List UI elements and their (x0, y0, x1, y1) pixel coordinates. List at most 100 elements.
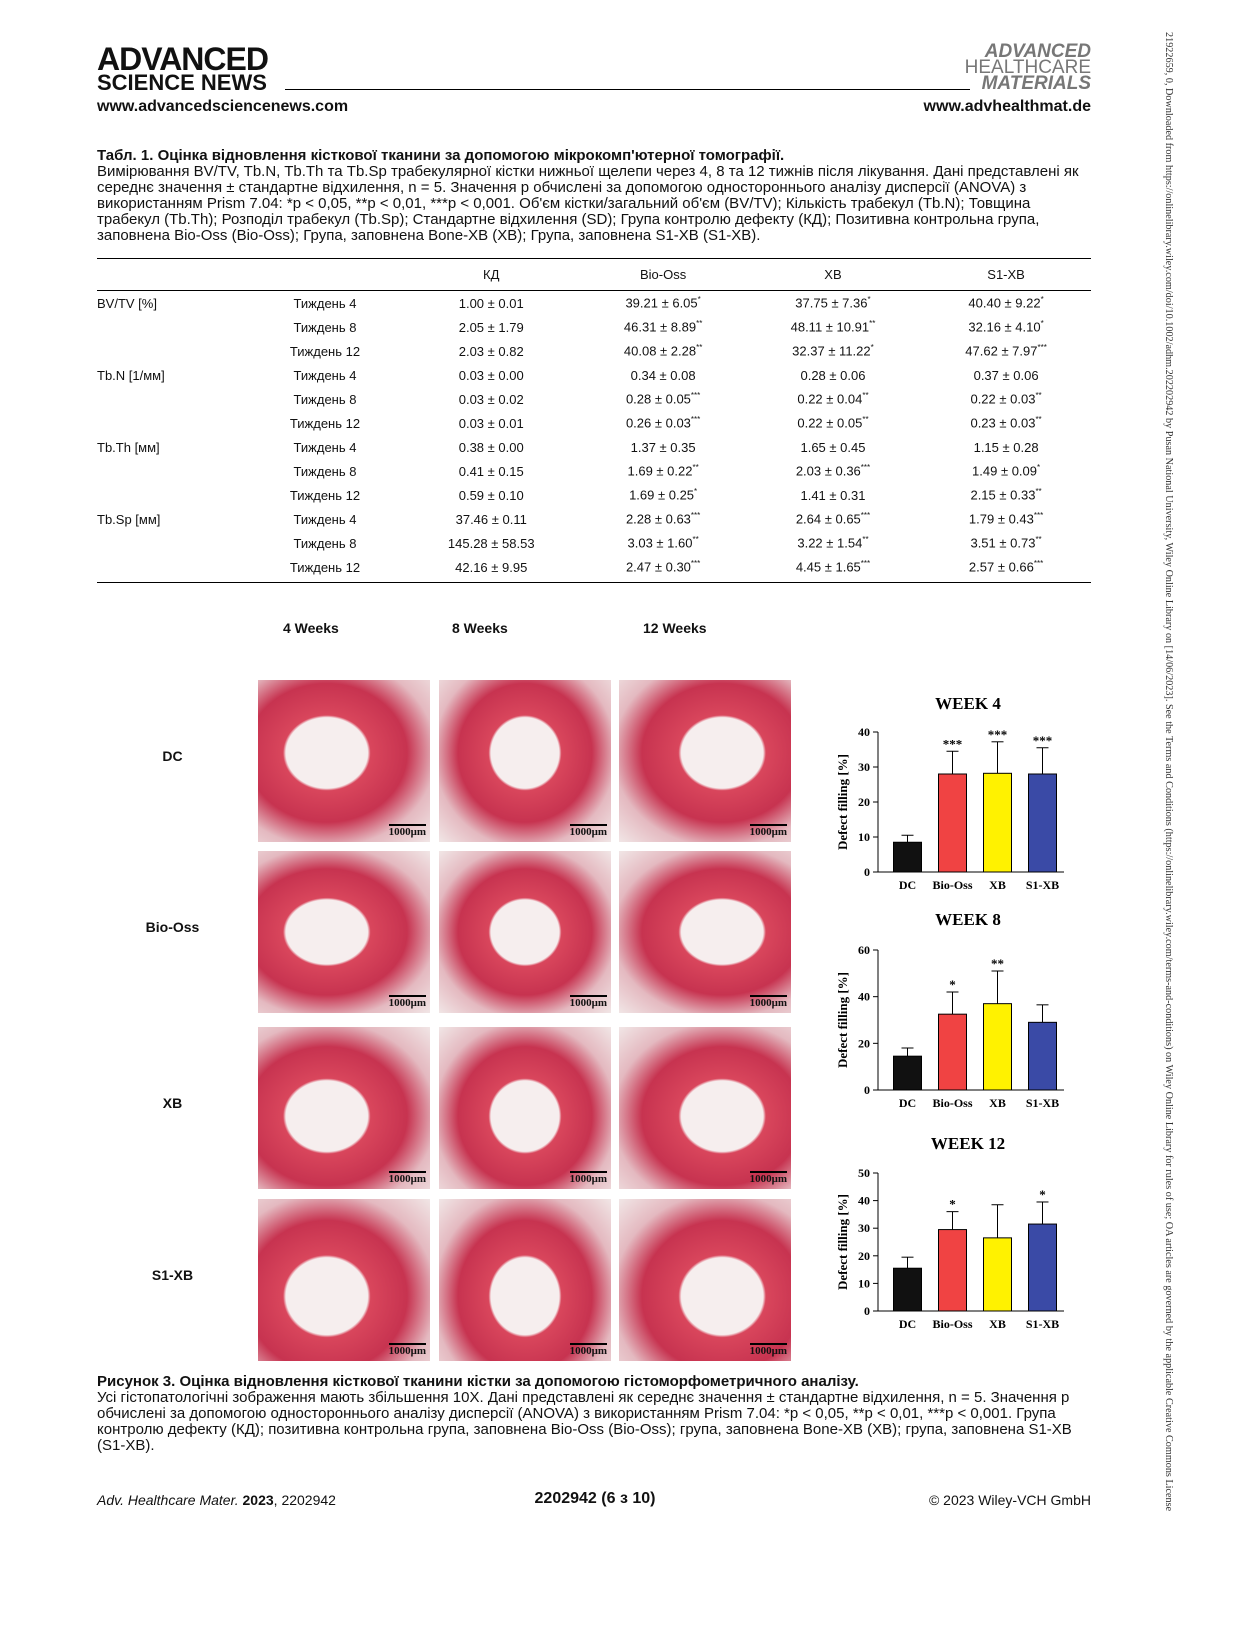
significance: ** (862, 391, 869, 401)
significance: * (949, 977, 956, 992)
cell-value: 46.31 ± 8.89 (623, 319, 697, 335)
measure: Tb.N [1/мм] (97, 367, 165, 383)
y-tick-label: 20 (858, 1036, 870, 1050)
cell: 0.03 ± 0.00 (401, 363, 581, 387)
cell: 0.22 ± 0.05** (745, 411, 921, 435)
column-label: 12 Weeks (643, 620, 707, 636)
cell: 0.26 ± 0.03*** (581, 411, 744, 435)
cell: 2.15 ± 0.33** (921, 483, 1091, 507)
cell-value: 2.64 ± 0.65 (795, 511, 861, 527)
significance: ** (696, 343, 703, 353)
cell-value: 0.22 ± 0.04 (797, 391, 863, 407)
week: Тиждень 12 (249, 555, 401, 583)
table-row: Тиждень 8 2.05 ± 1.79 46.31 ± 8.89** 48.11 … (97, 315, 1091, 339)
x-tick-label: XB (989, 878, 1006, 892)
table-row: Tb.Th [мм] Тиждень 4 0.38 ± 0.00 1.37 ± 0.3… (97, 435, 1091, 459)
significance: *** (1033, 733, 1053, 748)
cell-value: 0.03 ± 0.02 (458, 391, 524, 407)
cell: 47.62 ± 7.97*** (921, 339, 1091, 363)
row-label: DC (162, 748, 183, 764)
bar (983, 772, 1012, 873)
column-header: КД (401, 258, 582, 291)
y-tick-label: 30 (858, 760, 870, 774)
year: 2023 (242, 1492, 274, 1508)
cell: 0.23 ± 0.03** (921, 411, 1091, 435)
cell: 0.22 ± 0.04** (745, 387, 921, 411)
bar (893, 841, 922, 873)
footer-citation: Adv. Healthcare Mater. 2023, 2202942 (97, 1492, 336, 1508)
bar (938, 773, 967, 873)
cell: 2.47 ± 0.30*** (581, 555, 745, 583)
histology-image: 1000μm (439, 1199, 611, 1361)
y-tick-label: 20 (858, 1249, 870, 1263)
cell: 42.16 ± 9.95 (401, 555, 582, 583)
table-caption: Табл. 1. Оцінка відновлення кісткової тк… (97, 148, 1092, 244)
significance: * (694, 487, 698, 497)
cell: 37.46 ± 0.11 (401, 507, 581, 531)
significance: *** (1037, 343, 1047, 353)
x-tick-label: DC (899, 878, 916, 892)
cell: 2.64 ± 0.65*** (745, 507, 921, 531)
y-axis-label: Defect filling [%] (835, 1194, 850, 1290)
significance: * (949, 1197, 956, 1212)
cell-value: 2.57 ± 0.66 (968, 559, 1034, 575)
significance: ** (862, 535, 869, 545)
histology-image: 1000μm (258, 1027, 430, 1189)
bar (1028, 1021, 1057, 1091)
cell-value: 1.69 ± 0.25 (629, 487, 695, 503)
week: Тиждень 12 (289, 487, 361, 503)
bar (983, 1237, 1012, 1312)
x-tick-label: XB (989, 1317, 1006, 1331)
week: Тиждень 4 (293, 511, 357, 527)
cell: 0.03 ± 0.01 (401, 411, 581, 435)
page-number: 2202942 (6 з 10) (534, 1490, 656, 1507)
cell-value: 1.79 ± 0.43 (968, 511, 1034, 527)
column-header: XB (744, 258, 922, 291)
significance: ** (991, 956, 1004, 971)
histology-image: 1000μm (439, 680, 611, 842)
cell-value: 1.00 ± 0.01 (458, 295, 524, 311)
cell: 145.28 ± 58.53 (401, 531, 581, 555)
copyright: © 2023 Wiley-VCH GmbH (928, 1492, 1091, 1508)
journal: Adv. Healthcare Mater. (97, 1492, 239, 1508)
measure (97, 555, 249, 583)
significance: * (1039, 1187, 1046, 1202)
cell-value: 1.41 ± 0.31 (800, 487, 866, 503)
brand: SCIENCE NEWS (97, 70, 267, 95)
cell: 0.28 ± 0.05*** (581, 387, 744, 411)
cell-value: 48.11 ± 10.91 (790, 319, 870, 335)
cell-value: 47.62 ± 7.97 (965, 343, 1038, 359)
significance: ** (1035, 415, 1042, 425)
cell: 40.40 ± 9.22* (921, 291, 1091, 316)
table-row: Тиждень 8 0.03 ± 0.02 0.28 ± 0.05*** 0.22 ±… (97, 387, 1091, 411)
bar (938, 1229, 967, 1312)
week: Тиждень 8 (293, 463, 357, 479)
cell: 0.03 ± 0.02 (401, 387, 581, 411)
week: Тиждень 12 (289, 343, 361, 359)
histology-image: 1000μm (619, 1027, 791, 1189)
cell-value: 0.26 ± 0.03 (625, 415, 691, 431)
cell: 0.59 ± 0.10 (401, 483, 581, 507)
histology-image: 1000μm (258, 851, 430, 1013)
significance: * (1040, 319, 1044, 329)
cell-value: 0.03 ± 0.01 (458, 415, 524, 431)
y-axis-label: Defect filling [%] (835, 972, 850, 1068)
cell-value: 0.22 ± 0.03 (970, 391, 1036, 407)
cell: 46.31 ± 8.89** (581, 315, 744, 339)
significance: *** (860, 463, 871, 473)
cell: 2.03 ± 0.82 (401, 339, 581, 363)
significance: *** (690, 391, 701, 401)
caption-text: Вимірювання BV/TV, Tb.N, Tb.Th та Tb.Sp … (97, 163, 1079, 244)
cell-value: 0.03 ± 0.00 (458, 367, 524, 383)
x-tick-label: DC (899, 1317, 916, 1331)
cell-value: 0.28 ± 0.05 (625, 391, 691, 407)
charts: WEEK 4 Defect filling [%] 0 10 20 30 40 DC Bio-O… (835, 694, 1064, 1331)
cell-value: 1.15 ± 0.28 (973, 439, 1039, 455)
cell: 0.34 ± 0.08 (581, 363, 744, 387)
table-row: Тиждень 12 0.59 ± 0.10 1.69 ± 0.25* 1.41 ± … (97, 483, 1091, 507)
cell-value: 39.21 ± 6.05 (625, 295, 698, 311)
cell: 1.41 ± 0.31 (745, 483, 921, 507)
cell-value: 0.38 ± 0.00 (458, 439, 524, 455)
caption-title: Табл. 1. Оцінка відновлення кісткової тк… (97, 147, 785, 164)
histology-image: 1000μm (258, 1199, 430, 1361)
